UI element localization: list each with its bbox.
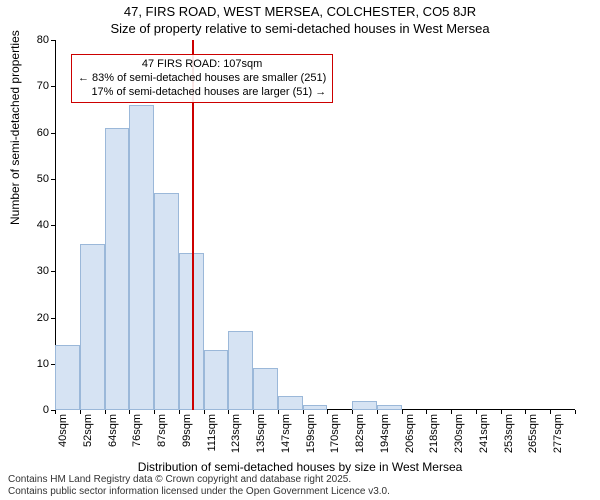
histogram-bar [179,253,204,410]
footer-attribution: Contains HM Land Registry data © Crown c… [8,474,390,498]
x-tick-label: 230sqm [453,414,465,453]
x-tick-mark [327,410,328,414]
annotation-line-1: 47 FIRS ROAD: 107sqm [78,58,326,72]
chart-title-sub: Size of property relative to semi-detach… [0,21,600,36]
histogram-bar [204,350,229,410]
x-tick-mark [525,410,526,414]
y-tick-label: 10 [37,358,49,370]
y-tick-mark [51,86,55,87]
x-tick-label: 277sqm [552,414,564,453]
x-tick-label: 182sqm [354,414,366,453]
x-tick-label: 111sqm [206,414,218,452]
x-tick-label: 265sqm [527,414,539,453]
chart-title-main: 47, FIRS ROAD, WEST MERSEA, COLCHESTER, … [0,4,600,19]
x-tick-mark [550,410,551,414]
y-tick-label: 60 [37,127,49,139]
histogram-bar [129,105,154,410]
plot-area: 0102030405060708040sqm52sqm64sqm76sqm87s… [55,40,575,410]
histogram-bar [377,405,402,410]
x-tick-mark [105,410,106,414]
x-tick-mark [228,410,229,414]
histogram-bar [80,244,105,411]
x-axis-label: Distribution of semi-detached houses by … [0,460,600,474]
histogram-bar [105,128,130,410]
histogram-bar [55,345,80,410]
y-tick-mark [51,40,55,41]
y-tick-label: 20 [37,312,49,324]
y-tick-mark [51,179,55,180]
x-tick-label: 147sqm [280,414,292,453]
histogram-bar [228,331,253,410]
x-tick-label: 40sqm [57,414,69,447]
y-tick-label: 80 [37,34,49,46]
annotation-box: 47 FIRS ROAD: 107sqm← 83% of semi-detach… [71,54,333,103]
y-tick-mark [51,271,55,272]
x-tick-label: 135sqm [255,414,267,453]
y-axis-label: Number of semi-detached properties [8,30,22,225]
annotation-line-2: ← 83% of semi-detached houses are smalle… [78,72,326,86]
y-tick-label: 30 [37,265,49,277]
y-tick-label: 50 [37,173,49,185]
y-tick-mark [51,225,55,226]
x-tick-mark [278,410,279,414]
x-tick-mark [204,410,205,414]
annotation-line-3: 17% of semi-detached houses are larger (… [78,86,326,100]
x-tick-mark [129,410,130,414]
x-tick-label: 241sqm [478,414,490,453]
x-tick-label: 52sqm [82,414,94,447]
x-tick-label: 76sqm [131,414,143,447]
x-tick-label: 87sqm [156,414,168,447]
x-tick-label: 206sqm [404,414,416,453]
histogram-bar [253,368,278,410]
x-tick-label: 99sqm [181,414,193,447]
x-tick-label: 170sqm [329,414,341,453]
x-tick-mark [179,410,180,414]
x-tick-mark [451,410,452,414]
x-tick-label: 123sqm [230,414,242,453]
x-tick-mark [575,410,576,414]
y-tick-mark [51,318,55,319]
x-tick-mark [253,410,254,414]
y-tick-label: 40 [37,219,49,231]
x-tick-label: 194sqm [379,414,391,453]
x-tick-label: 253sqm [503,414,515,453]
x-tick-label: 64sqm [107,414,119,447]
x-tick-mark [80,410,81,414]
x-tick-mark [154,410,155,414]
x-tick-mark [501,410,502,414]
chart-container: 47, FIRS ROAD, WEST MERSEA, COLCHESTER, … [0,0,600,500]
histogram-bar [303,405,328,410]
histogram-bar [278,396,303,410]
histogram-bar [154,193,179,410]
x-tick-mark [402,410,403,414]
x-tick-mark [426,410,427,414]
footer-line-1: Contains HM Land Registry data © Crown c… [8,474,390,486]
y-tick-label: 0 [43,404,49,416]
x-tick-label: 159sqm [305,414,317,453]
x-tick-mark [55,410,56,414]
x-tick-label: 218sqm [428,414,440,453]
x-tick-mark [377,410,378,414]
y-tick-label: 70 [37,80,49,92]
footer-line-2: Contains public sector information licen… [8,486,390,498]
y-tick-mark [51,133,55,134]
x-tick-mark [303,410,304,414]
x-tick-mark [352,410,353,414]
histogram-bar [352,401,377,410]
x-tick-mark [476,410,477,414]
